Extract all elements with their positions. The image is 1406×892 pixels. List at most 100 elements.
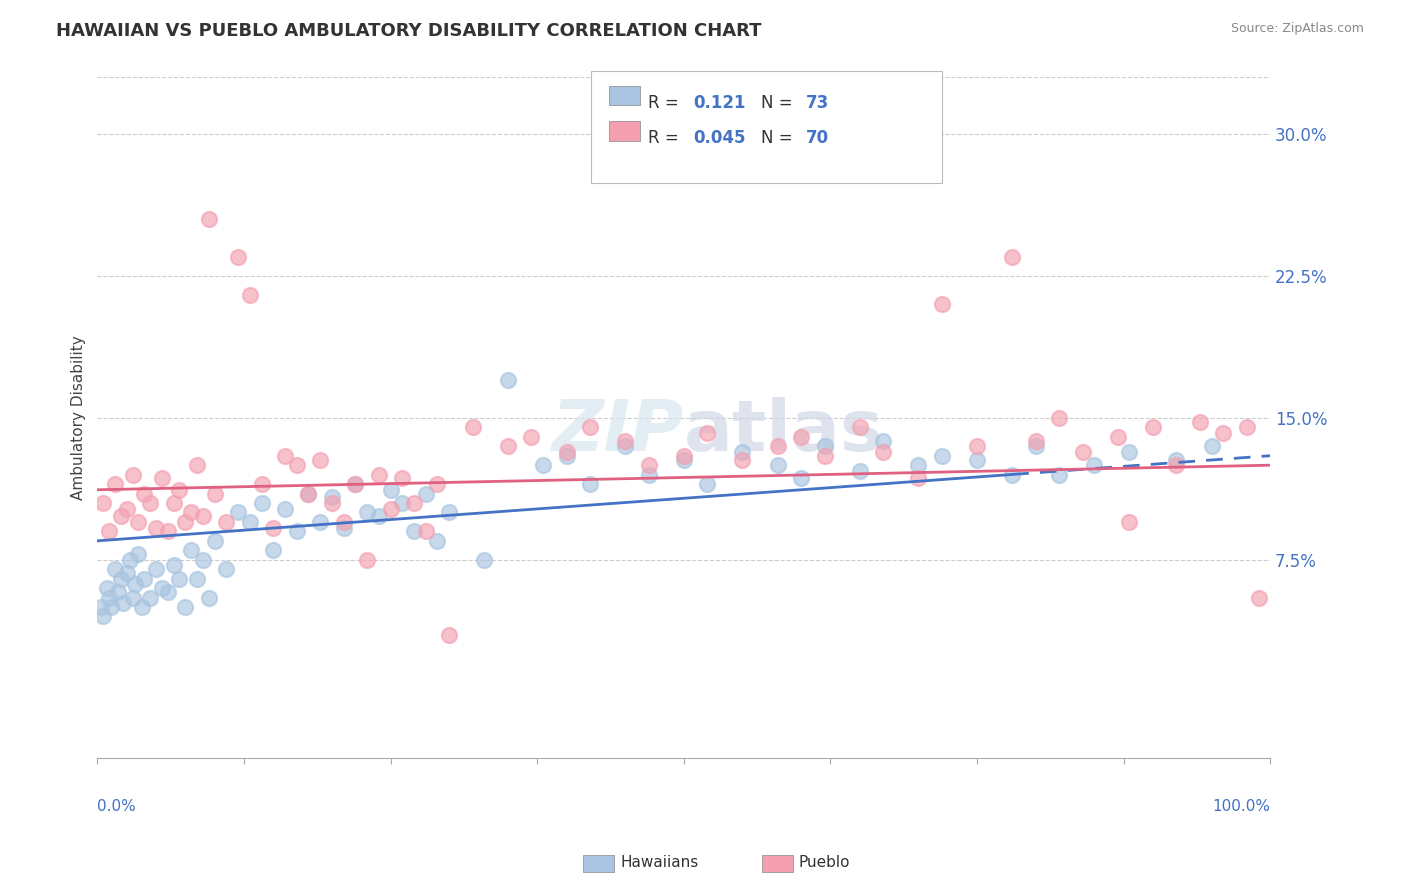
Point	[496, 439, 519, 453]
Point	[262, 543, 284, 558]
Point	[250, 496, 273, 510]
Point	[426, 533, 449, 548]
Point	[1083, 458, 1105, 473]
Point	[115, 501, 138, 516]
Point	[127, 515, 149, 529]
Point	[204, 486, 226, 500]
Point	[731, 445, 754, 459]
Point	[110, 572, 132, 586]
Point	[107, 585, 129, 599]
Point	[426, 477, 449, 491]
Point	[90, 600, 112, 615]
Point	[848, 420, 870, 434]
Point	[496, 373, 519, 387]
Point	[380, 483, 402, 497]
Point	[262, 520, 284, 534]
Point	[169, 483, 191, 497]
Point	[197, 591, 219, 605]
Point	[872, 445, 894, 459]
Point	[226, 506, 249, 520]
Point	[274, 449, 297, 463]
Point	[813, 449, 835, 463]
Point	[766, 458, 789, 473]
Point	[415, 524, 437, 539]
Text: 0.121: 0.121	[693, 94, 745, 112]
Text: Pueblo: Pueblo	[799, 855, 851, 870]
Point	[239, 288, 262, 302]
Point	[766, 439, 789, 453]
Point	[174, 515, 197, 529]
Point	[1188, 415, 1211, 429]
Text: ZIP: ZIP	[551, 397, 683, 466]
Point	[174, 600, 197, 615]
Point	[439, 628, 461, 642]
Point	[239, 515, 262, 529]
Point	[1107, 430, 1129, 444]
Point	[169, 572, 191, 586]
Point	[474, 553, 496, 567]
Point	[672, 452, 695, 467]
Point	[186, 458, 208, 473]
Point	[1001, 467, 1024, 482]
Point	[1247, 591, 1270, 605]
Point	[520, 430, 543, 444]
Point	[321, 491, 343, 505]
Point	[162, 496, 184, 510]
Point	[215, 515, 238, 529]
Point	[1236, 420, 1258, 434]
Point	[415, 486, 437, 500]
Text: 73: 73	[806, 94, 830, 112]
Point	[1201, 439, 1223, 453]
Point	[131, 600, 153, 615]
Point	[145, 562, 167, 576]
Text: R =: R =	[648, 129, 685, 147]
Point	[332, 520, 354, 534]
Point	[134, 486, 156, 500]
Point	[104, 562, 127, 576]
Point	[156, 585, 179, 599]
Point	[124, 577, 146, 591]
Point	[150, 471, 173, 485]
Text: 0.0%: 0.0%	[97, 799, 136, 814]
Point	[637, 467, 659, 482]
Text: 70: 70	[806, 129, 828, 147]
Point	[790, 471, 813, 485]
Point	[790, 430, 813, 444]
Point	[110, 509, 132, 524]
Text: N =: N =	[761, 94, 797, 112]
Point	[672, 449, 695, 463]
Point	[115, 566, 138, 580]
Point	[120, 553, 142, 567]
Point	[614, 439, 637, 453]
Text: R =: R =	[648, 94, 685, 112]
Point	[907, 471, 929, 485]
Point	[1118, 515, 1140, 529]
Point	[91, 609, 114, 624]
Point	[1142, 420, 1164, 434]
Point	[121, 467, 143, 482]
Point	[579, 420, 602, 434]
Point	[1118, 445, 1140, 459]
Point	[344, 477, 367, 491]
Text: Hawaiians: Hawaiians	[620, 855, 699, 870]
Point	[162, 558, 184, 573]
Point	[555, 445, 578, 459]
Point	[191, 509, 214, 524]
Point	[134, 572, 156, 586]
Point	[180, 506, 202, 520]
Point	[555, 449, 578, 463]
Text: atlas: atlas	[683, 397, 884, 466]
Point	[907, 458, 929, 473]
Point	[1025, 439, 1047, 453]
Point	[250, 477, 273, 491]
Point	[966, 452, 988, 467]
Point	[91, 496, 114, 510]
Point	[121, 591, 143, 605]
Point	[1047, 410, 1070, 425]
Point	[696, 425, 718, 440]
Text: Source: ZipAtlas.com: Source: ZipAtlas.com	[1230, 22, 1364, 36]
Point	[127, 547, 149, 561]
Point	[156, 524, 179, 539]
Point	[285, 524, 308, 539]
Point	[1071, 445, 1094, 459]
